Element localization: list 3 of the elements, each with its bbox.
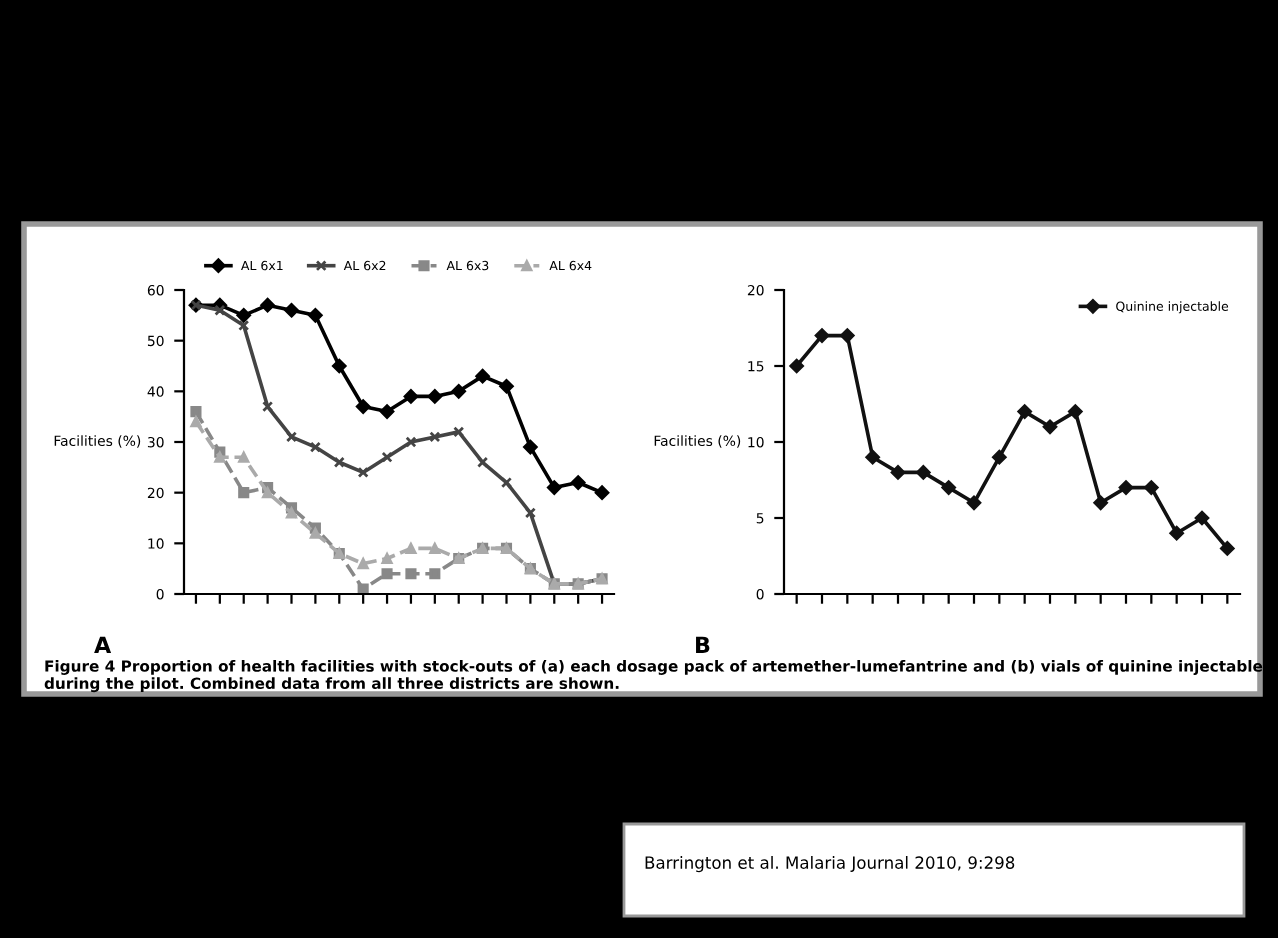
text: A	[94, 636, 112, 653]
text: B	[696, 636, 710, 653]
text: Barrington et al. Malaria Journal 2010, 9:298	[645, 856, 1015, 873]
